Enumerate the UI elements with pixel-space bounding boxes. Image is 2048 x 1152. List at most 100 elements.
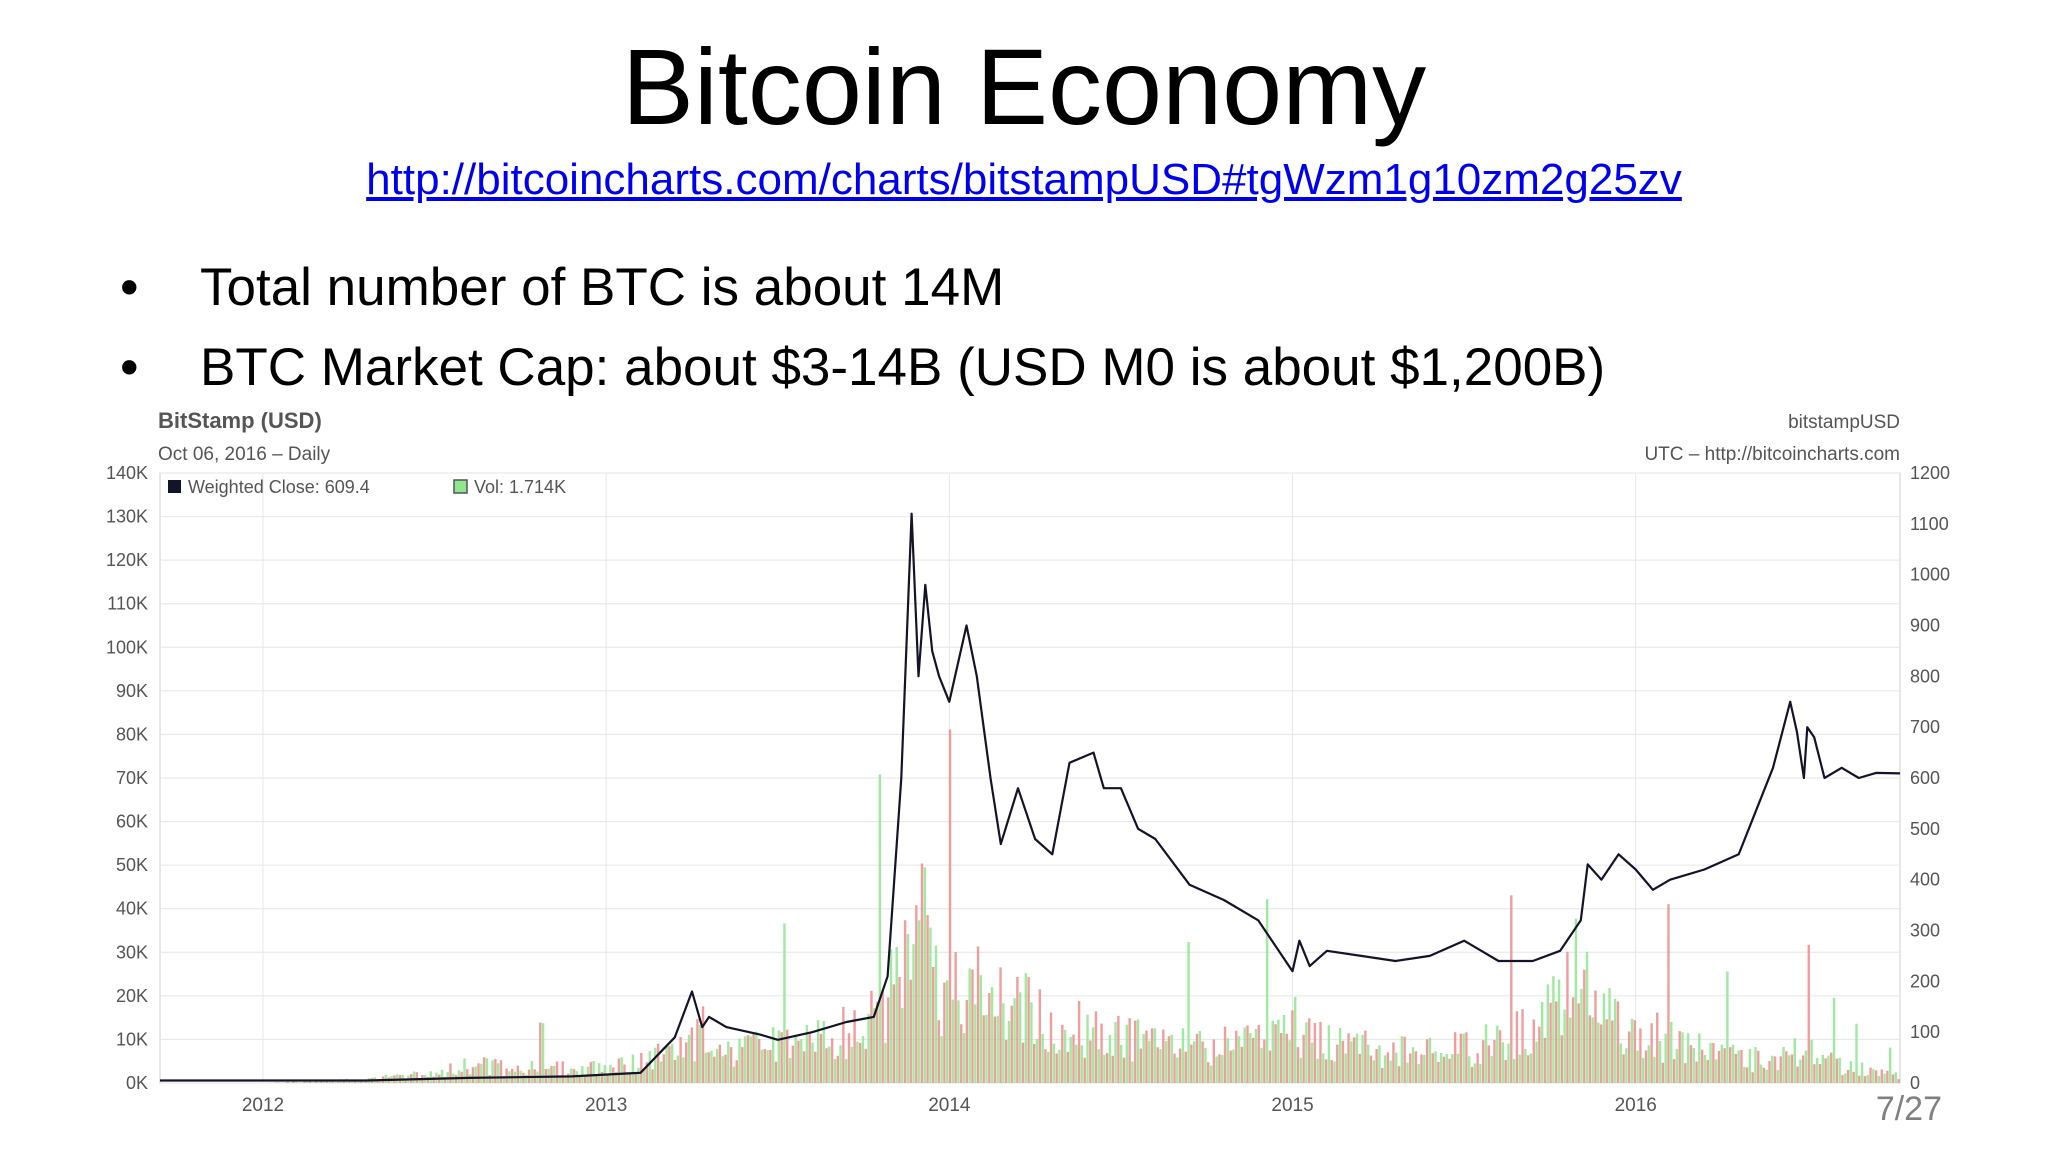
volume-bar — [1215, 1056, 1218, 1083]
volume-bar — [1729, 1047, 1732, 1083]
volume-bar — [581, 1066, 584, 1083]
volume-bar — [1330, 1060, 1333, 1083]
volume-bar — [1888, 1047, 1892, 1083]
y-left-tick-label: 70K — [116, 768, 148, 788]
volume-bar — [1498, 1030, 1502, 1083]
volume-bar — [1569, 1017, 1572, 1083]
volume-bar — [1296, 1047, 1300, 1083]
volume-bar — [1532, 1019, 1535, 1083]
volume-bar — [786, 1029, 789, 1083]
volume-bar — [1521, 1009, 1524, 1083]
volume-bar — [294, 1081, 298, 1083]
volume-bar — [1894, 1072, 1897, 1083]
volume-bar — [595, 1075, 598, 1083]
price-line-group — [160, 512, 1901, 1082]
volume-bar — [802, 1051, 806, 1083]
volume-bar — [1150, 1028, 1154, 1083]
volume-bar — [1246, 1025, 1249, 1083]
volume-bar — [1700, 1049, 1704, 1083]
volume-bar — [715, 1048, 719, 1083]
volume-bar — [884, 1042, 887, 1083]
volume-bar — [693, 1061, 696, 1083]
volume-bar — [1684, 1063, 1687, 1083]
volume-bar — [1212, 1039, 1216, 1083]
volume-bar — [525, 1074, 528, 1083]
volume-bar — [1355, 1033, 1359, 1083]
volume-bar — [1526, 1055, 1530, 1083]
volume-bar — [1021, 1042, 1025, 1083]
volume-bar — [337, 1081, 340, 1083]
volume-bar — [1470, 1066, 1474, 1083]
volume-bar — [499, 1060, 503, 1083]
volume-bar — [1049, 1012, 1053, 1083]
source-link[interactable]: http://bitcoincharts.com/charts/bitstamp… — [366, 155, 1682, 204]
volume-bar — [713, 1056, 716, 1083]
volume-bar — [1743, 1066, 1746, 1083]
y-left-tick-label: 90K — [116, 681, 148, 701]
volume-bar — [724, 1054, 727, 1083]
volume-bar — [976, 946, 980, 1083]
volume-bar — [1560, 1035, 1564, 1083]
volume-bar — [1221, 1055, 1224, 1083]
volume-bar — [1566, 951, 1569, 1083]
volume-bar — [1425, 1039, 1429, 1083]
volume-bar — [1653, 1056, 1656, 1083]
volume-bar — [1785, 1051, 1788, 1083]
y-right-axis: 0 100 200 300 400 500 600 700 800 900 1000 1100 1200 — [1910, 463, 1950, 1093]
volume-bar — [1153, 1028, 1157, 1083]
volume-bar — [665, 1045, 668, 1083]
volume-bar — [322, 1080, 326, 1083]
volume-bar — [1664, 1033, 1667, 1083]
volume-bar — [648, 1051, 651, 1083]
volume-bar — [1333, 1061, 1336, 1083]
volume-bar — [1167, 1036, 1171, 1083]
volume-bar — [1044, 1049, 1047, 1083]
volume-bar — [727, 1041, 730, 1083]
volume-bar — [1361, 1035, 1364, 1083]
volume-bar — [1504, 1059, 1507, 1083]
volume-bar — [1411, 1047, 1415, 1083]
volume-bar — [769, 1049, 772, 1083]
volume-bar — [1762, 1067, 1766, 1083]
volume-bar — [617, 1058, 621, 1083]
volume-bar — [555, 1061, 559, 1083]
x-tick-label: 2016 — [1615, 1095, 1657, 1116]
volume-bar — [1793, 1038, 1796, 1083]
volume-bar — [1877, 1076, 1881, 1083]
y-left-tick-label: 100K — [106, 637, 148, 657]
volume-bar — [895, 946, 898, 1083]
volume-bar — [1874, 1070, 1878, 1083]
volume-bar — [1254, 1028, 1258, 1083]
volume-bar — [1804, 1050, 1808, 1083]
volume-bar — [1816, 1058, 1819, 1083]
page-number: 7/27 — [1875, 1090, 1942, 1128]
volume-bar — [1423, 1054, 1426, 1083]
volume-bar — [898, 976, 901, 1083]
volume-bar — [1319, 1021, 1322, 1083]
volume-bar — [1442, 1056, 1446, 1083]
volume-bar — [889, 949, 893, 1083]
volume-bar — [752, 1033, 755, 1083]
volume-bar — [1260, 1047, 1263, 1083]
y-left-tick-label: 40K — [116, 899, 148, 919]
volume-bar — [1465, 1032, 1468, 1083]
volume-bar — [1886, 1070, 1889, 1083]
volume-bar — [1855, 1023, 1858, 1083]
volume-bar — [1111, 1055, 1114, 1083]
volume-bar — [466, 1069, 469, 1083]
volume-bar — [583, 1074, 587, 1083]
volume-bar — [687, 1034, 691, 1083]
y-right-tick-label: 1000 — [1910, 565, 1950, 585]
volume-bar — [864, 1048, 868, 1083]
volume-bar — [1709, 1042, 1712, 1083]
volume-bar — [1493, 1039, 1496, 1083]
volume-bar — [1282, 1014, 1286, 1083]
volume-bar — [640, 1052, 643, 1083]
x-axis: 2012 2013 2014 2015 2016 — [242, 1095, 1657, 1116]
volume-bar — [1041, 1034, 1044, 1083]
volume-bar — [1771, 1055, 1774, 1083]
volume-bar — [1285, 1033, 1288, 1083]
volume-bar — [676, 1055, 679, 1083]
volume-bar — [1271, 1020, 1274, 1083]
volume-bar — [1366, 1044, 1370, 1083]
